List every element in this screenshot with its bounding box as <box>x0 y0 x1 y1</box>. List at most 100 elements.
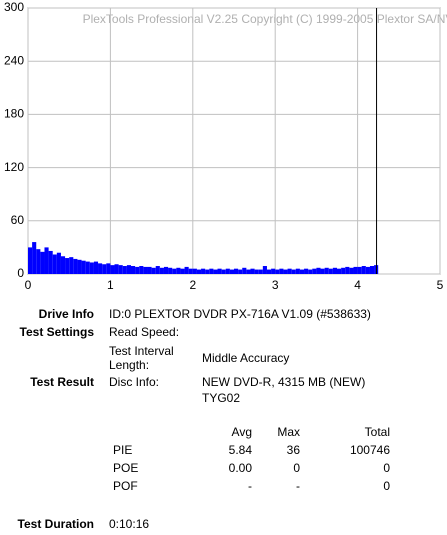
bar <box>131 266 136 274</box>
value: ID:0 PLEXTOR DVDR PX-716A V1.09 (#538633… <box>109 307 371 321</box>
bar <box>32 242 37 274</box>
bar <box>365 266 370 274</box>
bar <box>143 266 148 274</box>
bar <box>324 267 329 274</box>
y-tick-label: 0 <box>17 266 24 280</box>
label: Test Settings <box>19 325 94 339</box>
bar <box>180 268 185 274</box>
bar <box>369 266 375 274</box>
bar <box>312 268 317 274</box>
bar <box>258 269 263 274</box>
x-tick-label: 4 <box>354 278 361 292</box>
bar <box>283 269 288 274</box>
cell: 36 <box>286 443 300 457</box>
bar <box>353 266 358 274</box>
bar <box>184 266 189 274</box>
bar <box>271 268 276 274</box>
bar <box>279 268 284 274</box>
bar <box>135 266 140 274</box>
plot-area <box>27 7 441 275</box>
y-tick-label: 120 <box>4 160 24 174</box>
bar <box>126 265 131 274</box>
bar <box>196 269 202 274</box>
value: TYG02 <box>202 391 241 405</box>
bar <box>89 262 94 274</box>
row-label: POF <box>113 479 138 493</box>
bar <box>295 268 300 274</box>
bar <box>28 247 33 274</box>
cell: 0 <box>383 461 390 475</box>
bar <box>328 268 333 274</box>
row-label: POE <box>113 461 139 475</box>
chart: PlexTools Professional V2.25 Copyright (… <box>4 0 447 292</box>
cell: 0.00 <box>228 461 252 475</box>
bar <box>254 269 259 274</box>
bar <box>106 263 111 274</box>
bar <box>287 268 292 274</box>
bar <box>304 268 309 274</box>
bar <box>98 263 103 274</box>
label: Test Interval Length: <box>109 344 174 372</box>
column-header: Total <box>364 425 390 439</box>
bar <box>266 269 272 274</box>
bar <box>69 257 74 274</box>
bar <box>213 269 218 274</box>
bar <box>291 269 296 274</box>
bar <box>56 252 61 274</box>
bar <box>48 250 53 274</box>
bar <box>234 268 239 274</box>
y-tick-label: 60 <box>11 213 25 227</box>
bar <box>242 267 247 274</box>
cell: 5.84 <box>228 443 252 457</box>
bar <box>168 267 173 274</box>
bar <box>122 266 127 274</box>
bar <box>40 251 45 274</box>
bar <box>316 267 321 274</box>
column-header: Avg <box>231 425 252 439</box>
bar <box>139 266 144 274</box>
bar <box>221 269 226 274</box>
cell: - <box>248 479 252 493</box>
bar <box>118 265 123 274</box>
value: Middle Accuracy <box>202 351 290 365</box>
x-tick-label: 2 <box>189 278 196 292</box>
cell: 0 <box>293 461 300 475</box>
bar <box>341 267 346 274</box>
bar <box>159 267 164 274</box>
bar <box>65 258 70 274</box>
bar <box>217 268 222 274</box>
bar <box>209 268 214 274</box>
bar <box>225 268 230 274</box>
label: Test Result <box>30 375 94 389</box>
bar <box>246 269 251 274</box>
bar <box>357 266 362 274</box>
bar <box>192 268 197 274</box>
cell: 0 <box>383 479 390 493</box>
x-tick-label: 0 <box>25 278 32 292</box>
bar <box>93 261 99 274</box>
bar <box>60 256 66 274</box>
x-tick-label: 1 <box>107 278 114 292</box>
column-header: Max <box>277 425 300 439</box>
label: Test Duration <box>17 517 94 531</box>
cell: 100746 <box>349 443 390 457</box>
y-tick-label: 240 <box>4 53 24 67</box>
bar <box>155 266 160 274</box>
bar <box>250 268 255 274</box>
bar <box>81 260 86 274</box>
bar <box>85 261 90 274</box>
bar <box>163 266 169 274</box>
bar <box>36 249 41 274</box>
label: Read Speed: <box>109 325 180 339</box>
label: Drive Info <box>38 307 94 321</box>
bar <box>229 269 234 274</box>
bar <box>188 268 193 274</box>
bar <box>205 269 210 274</box>
bar <box>172 268 177 274</box>
chart-title: PlexTools Professional V2.25 Copyright (… <box>83 12 447 26</box>
bar <box>337 268 342 274</box>
cell: - <box>296 479 300 493</box>
bar <box>102 264 107 274</box>
bar <box>44 247 49 274</box>
